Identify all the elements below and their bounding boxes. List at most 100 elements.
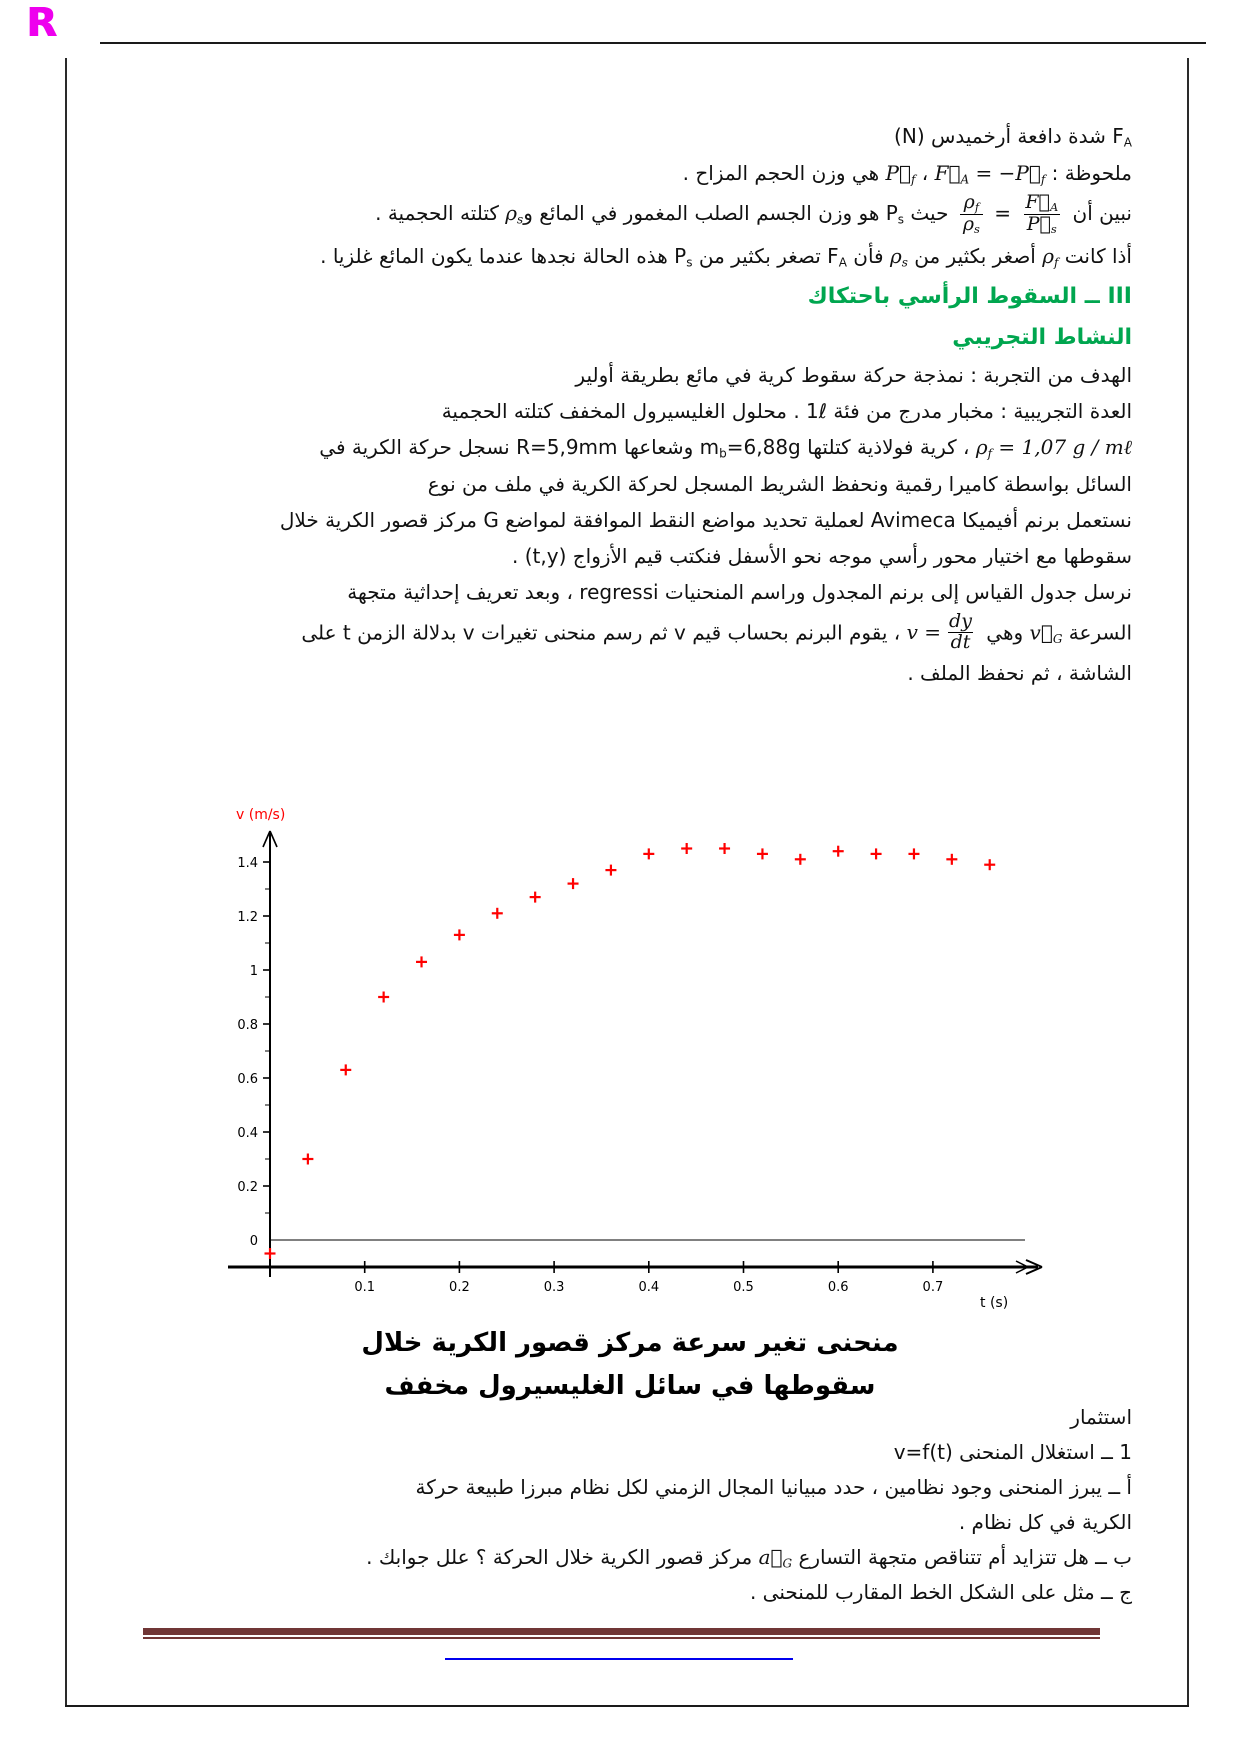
chart-axes: 0 0.2 0.4 0.6 0.8 1 1.2 1.4 0.1 0.2 0.3 0.4 0.5 0.6 0.… <box>228 830 1043 1295</box>
recording-line: السائل بواسطة كاميرا رقمية ونحفظ الشريط … <box>120 468 1132 500</box>
ratio-line: نبين أن F⃗A P⃗s = ρf ρs حيث Ps هو وزن الجس… <box>120 191 1132 237</box>
text-mathsub: s <box>517 212 524 227</box>
text-run: ب ــ هل تتزايد أم تتناقص متجهة التسارع <box>792 1545 1132 1569</box>
text-math: ρ <box>963 191 975 214</box>
text-math: P⃗ <box>1026 213 1051 236</box>
tick-label: 0.1 <box>354 1280 375 1295</box>
footer-rule-thick <box>143 1628 1100 1635</box>
text-run: كتلته الحجمية . <box>375 201 506 226</box>
note-line: ملحوظة : P⃗f ، F⃗A = −P⃗f هي وزن الحجم ا… <box>120 157 1132 190</box>
speed-line: السرعة v⃗G وهي v = dy dt ، يقوم البرنم بح… <box>120 611 1132 653</box>
page-border-right <box>1187 58 1189 1706</box>
text-run: الهدف من التجربة : نمذجة حركة سقوط كرية … <box>575 363 1132 388</box>
text-math: ρ <box>962 213 974 236</box>
tick-label: 0.6 <box>237 1072 258 1087</box>
text-run: ، يقوم البرنم بحساب قيم v ثم رسم منحنى ت… <box>301 620 907 645</box>
tick-label: 0.6 <box>828 1280 849 1295</box>
text-mathsub: s <box>1050 222 1057 237</box>
tick-label: 0.2 <box>449 1280 470 1295</box>
header-rule <box>100 42 1206 44</box>
chart-data-points <box>264 843 996 1259</box>
text-math: P⃗ <box>1015 160 1041 185</box>
text-math: ρ <box>889 244 902 269</box>
text-sub: A <box>838 255 847 270</box>
text-math: ρ <box>975 435 988 460</box>
text-run: نرسل جدول القياس إلى برنم المجدول وراسم … <box>347 579 1132 604</box>
text-sub: b <box>719 446 727 461</box>
text-mathsub: f <box>987 446 993 461</box>
tick-label: 0.5 <box>733 1280 754 1295</box>
text-run: السائل بواسطة كاميرا رقمية ونحفظ الشريط … <box>427 471 1132 496</box>
text-sub: s <box>686 255 693 270</box>
text-run: أذا كانت <box>1058 244 1132 269</box>
text-mathsub: s <box>901 255 908 270</box>
text-run: هي وزن الحجم المزاح . <box>682 160 886 185</box>
text-mathsub: f <box>1040 171 1046 186</box>
page-border-bottom <box>65 1705 1189 1707</box>
text-math: F⃗ <box>934 160 961 185</box>
velocity-chart: v (m/s) t (s) 0 0.2 0.4 0.6 0.8 1 1.2 1.4 0.1 0.2… <box>190 715 1070 1315</box>
gas-case-line: أذا كانت ρf أصغر بكثير من ρs فأن FA تصغر… <box>120 240 1132 273</box>
text-run: نستعمل برنم أفيميكا Avimeca لعملية تحديد… <box>279 507 1132 532</box>
tick-label: 0.4 <box>638 1280 659 1295</box>
text-mathsub: f <box>974 200 980 215</box>
regressi-line: نرسل جدول القياس إلى برنم المجدول وراسم … <box>120 576 1132 608</box>
qa-line: أ ــ يبرز المنحنى وجود نظامين ، حدد مبيا… <box>120 1472 1132 1503</box>
text-math: = − <box>969 160 1016 185</box>
density-line: ρf = 1,07 g / mℓ ، كرية فولاذية كتلتها m… <box>120 431 1132 464</box>
tick-label: 0.4 <box>237 1126 258 1141</box>
tick-label: 0.7 <box>923 1280 944 1295</box>
text-run: ، كرية فولاذية كتلتها m <box>699 435 976 460</box>
text-run: =6,88g وشعاعها R=5,9mm نسجل حركة الكرية … <box>319 435 801 460</box>
text-math: = 1,07 g / mℓ <box>992 435 1132 460</box>
axis-choice-line: سقوطها مع اختيار محور رأسي موجه نحو الأس… <box>120 540 1132 572</box>
fraction: F⃗A P⃗s <box>1022 192 1061 237</box>
text-math: ρ <box>505 201 518 226</box>
text-run: الشاشة ، ثم نحفظ الملف . <box>907 660 1132 685</box>
qc-line: ج ــ مثل على الشكل الخط المقارب للمنحنى … <box>120 1577 1132 1608</box>
text-run: نبين أن <box>1066 201 1132 226</box>
text-run: ، <box>915 160 935 185</box>
text-mathsub: A <box>1049 200 1059 215</box>
section-heading: III ــ السقوط الرأسي باحتكاك <box>120 279 1132 314</box>
text-math: a⃗ <box>758 1545 783 1569</box>
text-run: ج ــ مثل على الشكل الخط المقارب للمنحنى … <box>749 1580 1132 1604</box>
text-math: v = <box>906 620 942 645</box>
screen-line: الشاشة ، ثم نحفظ الملف . <box>120 657 1132 689</box>
y-axis-label: v (m/s) <box>236 807 285 823</box>
text-mathsub: A <box>960 171 970 186</box>
fraction: ρf ρs <box>959 191 983 237</box>
text-run: النشاط التجريبي <box>952 325 1132 351</box>
footer-rule <box>143 1628 1100 1639</box>
tick-label: 1 <box>250 964 258 979</box>
tick-label: 0.3 <box>544 1280 565 1295</box>
text-mathsub: G <box>1052 631 1063 646</box>
page-border-left <box>65 58 67 1706</box>
x-axis-label: t (s) <box>980 1295 1008 1311</box>
text-mathsub: s <box>974 222 980 237</box>
text-run: شدة دافعة أرخميدس (N) <box>894 124 1113 148</box>
text-run: أصغر بكثير من <box>907 244 1043 269</box>
text-math: P⃗ <box>885 160 911 185</box>
text-run: ملحوظة : <box>1045 160 1132 185</box>
text-run: هو وزن الجسم الصلب المغمور في المائع و <box>523 201 886 226</box>
text-run: سقوطها مع اختيار محور رأسي موجه نحو الأس… <box>512 543 1132 568</box>
tick-label: 1.2 <box>237 910 258 925</box>
text-math: v⃗ <box>1029 620 1053 645</box>
qb-line: ب ــ هل تتزايد أم تتناقص متجهة التسارع a… <box>120 1542 1132 1573</box>
text-run: أ ــ يبرز المنحنى وجود نظامين ، حدد مبيا… <box>415 1475 1132 1499</box>
footer-rule-thin <box>143 1637 1100 1639</box>
exploitation-heading: استثمار <box>120 1402 1132 1433</box>
text-math: dt <box>950 630 971 653</box>
text-mathsub: G <box>782 1556 793 1571</box>
footer-link-underline[interactable] <box>445 1658 793 1660</box>
text-run: وهي <box>979 620 1030 645</box>
text-math: ρ <box>1042 244 1054 269</box>
equipment-line: العدة التجريبية : مخبار مدرج من فئة 1ℓ .… <box>120 395 1132 427</box>
text-run: استثمار <box>1070 1405 1132 1429</box>
tick-label: 0.2 <box>237 1180 258 1195</box>
text-run: تصغر بكثير من P <box>674 244 828 269</box>
text-run: الكرية في كل نظام . <box>958 1510 1132 1534</box>
text-mathsub: f <box>910 171 916 186</box>
